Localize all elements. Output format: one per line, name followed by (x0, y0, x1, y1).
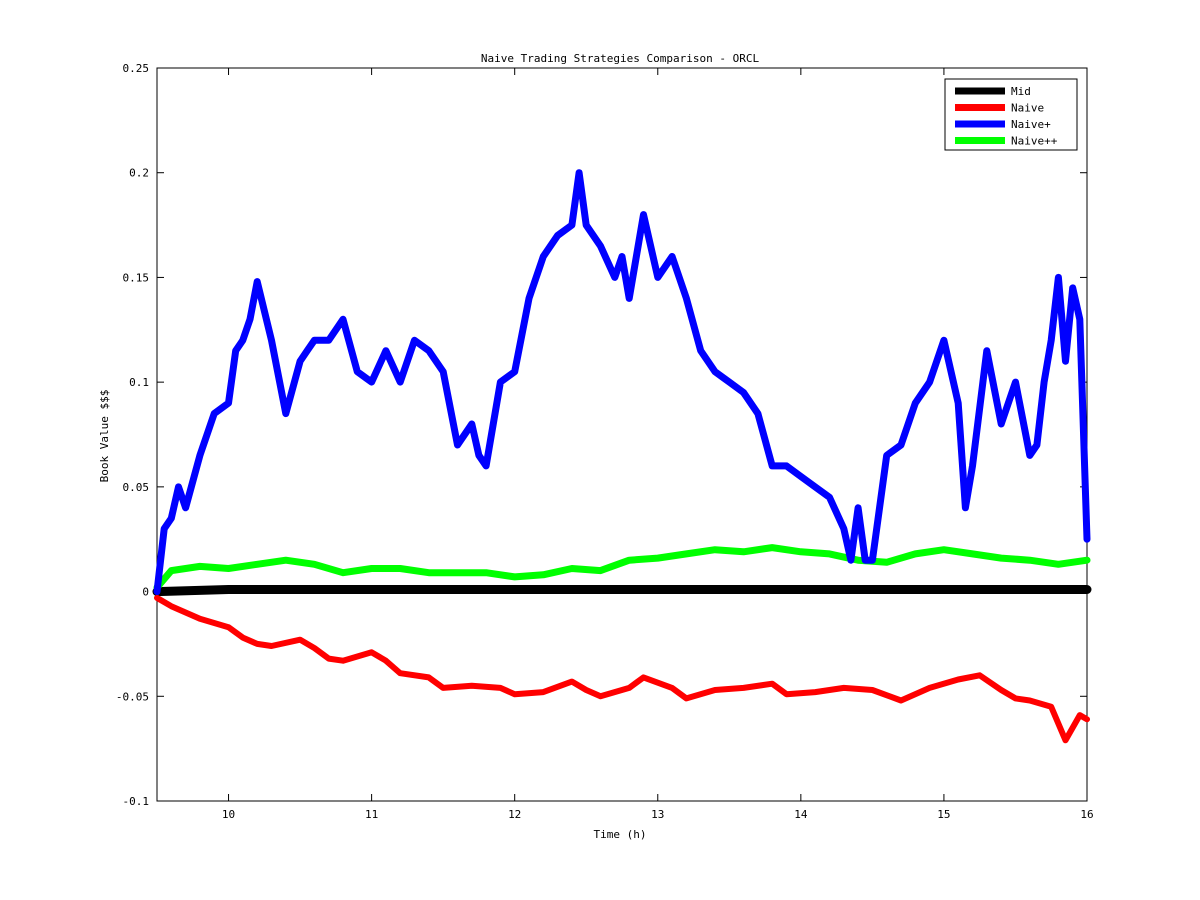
x-tick-label: 14 (794, 808, 808, 821)
y-tick-label: 0.1 (129, 376, 149, 389)
y-tick-label: 0.25 (123, 62, 150, 75)
legend-label: Mid (1011, 85, 1031, 98)
legend-label: Naive (1011, 102, 1044, 115)
x-tick-label: 16 (1080, 808, 1093, 821)
x-tick-label: 13 (651, 808, 664, 821)
plot-area (156, 67, 1088, 802)
legend: Mid Naive Naive+ Naive++ (944, 78, 1078, 151)
series-line-mid (152, 585, 1092, 597)
y-axis-label: Book Value $$$ (98, 390, 111, 483)
x-tick-label: 11 (365, 808, 378, 821)
y-tick-label: -0.1 (123, 795, 150, 808)
y-tick-label: -0.05 (116, 690, 149, 703)
x-tick-label: 12 (508, 808, 521, 821)
legend-label: Naive++ (1011, 135, 1058, 148)
y-tick-label: 0.2 (129, 167, 149, 180)
y-tick-label: 0 (142, 586, 149, 599)
series-line-naiveplus (153, 169, 1091, 596)
chart-title: Naive Trading Strategies Comparison - OR… (481, 52, 760, 65)
y-tick-label: 0.05 (123, 481, 150, 494)
series-lines (152, 169, 1092, 744)
x-axis-label: Time (h) (594, 828, 647, 841)
series-line-naiveplusplus (153, 544, 1091, 591)
x-tick-label: 15 (937, 808, 950, 821)
series-line-naive (154, 594, 1090, 744)
y-tick-label: 0.15 (123, 271, 150, 284)
legend-label: Naive+ (1011, 118, 1051, 131)
axis-ticks: 10 11 12 13 14 15 16 -0.1 -0.05 0 0.05 0.1 0.15 0.2 0.… (116, 62, 1094, 821)
x-tick-label: 10 (222, 808, 235, 821)
